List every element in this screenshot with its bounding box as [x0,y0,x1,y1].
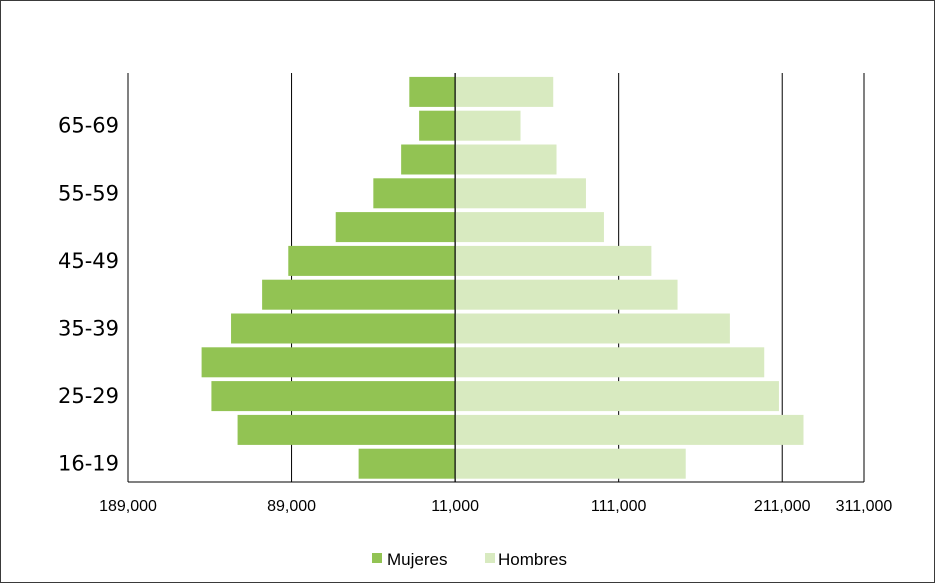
age-label-2: 35-39 [58,317,119,341]
age-label-4: 55-59 [58,181,119,205]
bar-mujeres-10 [419,111,455,141]
legend-label-hombres: Hombres [498,550,567,569]
x-tick-labels: 189,000 89,000 11,000 111,000 211,000 311,000 [99,498,892,515]
bar-hombres-11 [455,77,553,107]
bar-mujeres-0 [359,449,455,479]
bar-hombres-4 [455,314,730,344]
x-tick-label-5: 311,000 [836,498,893,515]
bar-hombres-1 [455,415,803,445]
bar-hombres-7 [455,212,604,242]
x-tick-label-2: 11,000 [431,498,479,515]
age-label-5: 65-69 [58,114,119,138]
bar-hombres-10 [455,111,520,141]
bar-mujeres-9 [401,145,455,175]
bar-mujeres-5 [262,280,455,310]
bar-mujeres-4 [231,314,455,344]
x-tick-label-4: 211,000 [754,498,811,515]
bar-mujeres-11 [409,77,455,107]
legend-swatch-mujeres [372,553,382,563]
legend: Mujeres Hombres [372,550,567,569]
bar-hombres-2 [455,381,779,411]
bar-hombres-0 [455,449,686,479]
bar-mujeres-6 [288,246,455,276]
age-group-labels: 16-19 25-29 35-39 45-49 55-59 65-69 [58,114,119,476]
bar-hombres-6 [455,246,651,276]
bar-mujeres-1 [238,415,456,445]
legend-swatch-hombres [485,553,495,563]
x-tick-label-3: 111,000 [591,498,647,515]
bar-mujeres-8 [373,178,455,208]
age-label-1: 25-29 [58,384,119,408]
legend-label-mujeres: Mujeres [387,550,447,569]
x-tick-label-0: 189,000 [99,498,157,515]
bar-hombres-8 [455,178,586,208]
age-label-0: 16-19 [58,452,119,476]
bar-hombres-5 [455,280,677,310]
bar-hombres-9 [455,145,556,175]
age-label-3: 45-49 [58,249,119,273]
x-tick-label-1: 89,000 [267,498,316,515]
bar-mujeres-2 [211,381,455,411]
bar-hombres-3 [455,347,764,377]
bar-mujeres-3 [202,347,456,377]
bar-mujeres-7 [336,212,455,242]
